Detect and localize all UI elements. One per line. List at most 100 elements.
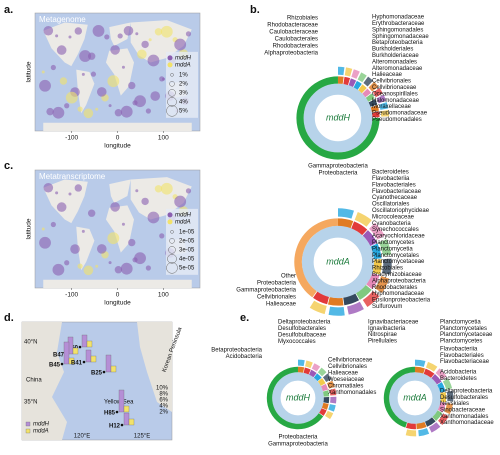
sample-bubble xyxy=(93,25,105,37)
sample-bubble xyxy=(39,237,51,249)
sample-bubble xyxy=(146,108,151,113)
sample-bubble xyxy=(82,230,85,233)
sample-bubble xyxy=(128,239,135,246)
taxon-label: Burkholderiales xyxy=(372,47,413,53)
ring-segment xyxy=(348,305,362,310)
station xyxy=(121,424,124,427)
donut-center: mddH xyxy=(286,392,311,402)
taxon-label: Cyanobacteria xyxy=(372,221,411,227)
station xyxy=(103,371,106,374)
taxon-label: Oscillatoriophycideae xyxy=(372,208,430,214)
station-bar xyxy=(87,341,92,347)
sample-bubble xyxy=(64,103,69,108)
x-axis-label: longitude xyxy=(104,300,131,307)
panel-label: c. xyxy=(4,160,13,172)
taxon-label: Ignavibacteriaceae xyxy=(368,320,419,326)
donut-center: mddA xyxy=(403,392,427,402)
size-label: 2e-05 xyxy=(179,238,195,244)
taxon-label: Rhodobacterales xyxy=(372,285,417,291)
taxon-label: Planctomycetaceae xyxy=(440,332,493,338)
ring-segment xyxy=(331,405,333,411)
taxon-label: Moraxellaceae xyxy=(372,104,412,110)
ring-segment xyxy=(298,363,304,364)
taxon-label: Xanthomonadales xyxy=(440,414,488,420)
sample-bubble xyxy=(57,202,67,212)
size-label: 2% xyxy=(179,81,188,87)
taxon-label: Betaproteobacteria xyxy=(372,40,423,46)
taxon-label: Bradyrhizobiaceae xyxy=(372,272,422,278)
sample-bubble xyxy=(135,32,138,35)
ring-segment xyxy=(320,380,323,385)
taxon-label: Proteobacteria xyxy=(278,435,318,441)
ring-segment xyxy=(353,73,359,75)
ring-segment xyxy=(356,216,369,223)
taxon-label: Gammaproteobacteria xyxy=(268,442,328,448)
ring-segment xyxy=(355,84,359,87)
legend-label: mddH xyxy=(175,212,192,218)
size-label: 4% xyxy=(179,99,188,105)
sample-bubble xyxy=(149,38,152,41)
size-label: 3e-05 xyxy=(179,247,195,253)
taxon-label: Desulfobulbaceae xyxy=(278,333,327,339)
sample-bubble xyxy=(42,228,45,231)
taxon-label: Cellvibrionales xyxy=(257,295,296,301)
sample-bubble xyxy=(70,244,80,254)
taxon-label: Planctomycetales xyxy=(372,253,419,259)
taxon-label: Halieaceae xyxy=(266,302,297,308)
sample-bubble xyxy=(64,260,69,265)
taxon-label: Flavobacteriia xyxy=(440,347,478,353)
taxon-label: Acaryochloridaceae xyxy=(372,234,425,240)
taxon-label: Rhizobiales xyxy=(287,16,318,22)
map-coordinate: 35°N xyxy=(24,400,37,406)
ring-segment xyxy=(415,363,425,364)
taxon-label: Pseudomonadaceae xyxy=(372,111,428,117)
ring-segment xyxy=(323,385,325,390)
legend-swatch xyxy=(168,55,173,60)
taxon-label: Flavobacteriaceae xyxy=(440,359,490,365)
ring-segment xyxy=(360,87,364,90)
station xyxy=(116,411,119,414)
sample-bubble xyxy=(124,26,134,36)
sample-bubble xyxy=(107,232,119,244)
sample-bubble xyxy=(141,198,148,205)
sample-bubble xyxy=(66,92,78,104)
taxon-label: Planctomycetia xyxy=(372,246,413,252)
ring-segment xyxy=(419,431,428,433)
scale-label: 2% xyxy=(159,410,168,416)
taxon-label: Xanthomonadaceae xyxy=(440,420,494,426)
taxon-label: Hyphomonadaceae xyxy=(372,15,425,21)
station-label: B45 xyxy=(49,363,61,369)
taxon-label: Synechococcales xyxy=(372,227,419,233)
taxon-label: Erythrobacteraceae xyxy=(372,21,425,27)
legend-swatch xyxy=(168,219,173,224)
station-label: H12 xyxy=(109,424,121,430)
place-label: China xyxy=(26,378,42,384)
taxon-label: Deltaproteobacteria xyxy=(278,320,331,326)
taxon-label: Flavobacteriaceae xyxy=(372,189,422,195)
sample-bubble xyxy=(134,95,146,107)
sample-bubble xyxy=(43,183,53,193)
sample-bubble xyxy=(110,202,120,212)
sample-bubble xyxy=(84,108,94,118)
ring-segment xyxy=(324,403,326,408)
sample-bubble xyxy=(115,109,122,116)
taxon-label: Proteobacteria xyxy=(257,281,297,287)
sample-bubble xyxy=(104,34,109,39)
taxon-label: Desulfobacterales xyxy=(278,326,326,332)
size-label: 5% xyxy=(179,108,188,114)
sample-bubble xyxy=(110,45,120,55)
taxon-label: Bacteroidetes xyxy=(440,376,477,382)
sample-bubble xyxy=(128,82,135,89)
ring-segment xyxy=(310,372,315,375)
ring-segment xyxy=(326,391,327,397)
station-bar xyxy=(91,356,96,362)
sample-bubble xyxy=(109,261,112,264)
x-tick-label: 0 xyxy=(116,292,120,299)
ring-segment xyxy=(415,370,424,371)
ring-segment xyxy=(304,370,309,372)
sample-bubble xyxy=(75,27,82,34)
donut-center: mddH xyxy=(326,112,351,122)
station-bar xyxy=(64,342,69,364)
sample-bubble xyxy=(186,31,191,36)
station-bar xyxy=(73,348,78,354)
